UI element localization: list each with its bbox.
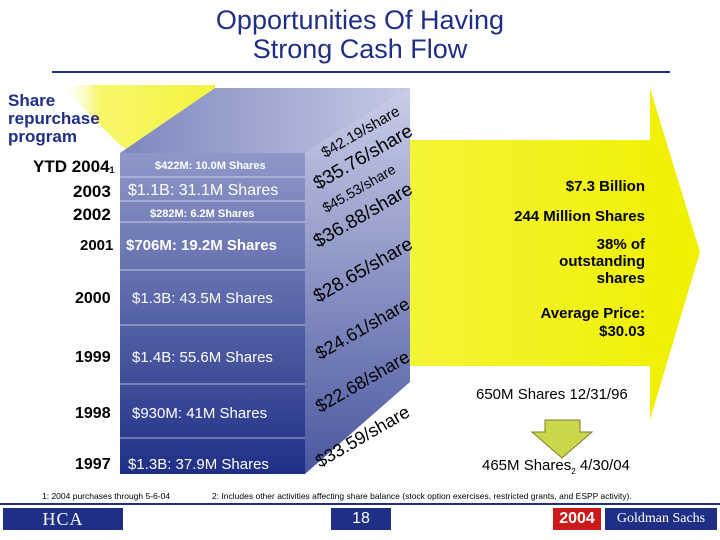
page-title-line-2: Strong Cash Flow [252, 34, 468, 64]
year-badge: 2004 [553, 508, 601, 530]
summary-average-price: Average Price: $30.03 [540, 305, 645, 340]
year-2000: 2000 [75, 290, 111, 307]
row-text-1998: $930M: 41M Shares [132, 405, 268, 422]
year-2002: 2002 [73, 205, 111, 224]
tower-side-face [305, 88, 410, 474]
summary-shares: 244 Million Shares [514, 208, 645, 225]
row-text-2001: $706M: 19.2M Shares [126, 237, 277, 254]
shares-1996: 650M Shares 12/31/96 [476, 386, 628, 403]
year-2001: 2001 [80, 237, 114, 254]
tower-graphic: $42.19/share $35.76/share $45.53/share $… [60, 85, 700, 474]
row-text-2003: $1.1B: 31.1M Shares [128, 182, 279, 199]
row-text-2004: $422M: 10.0M Shares [155, 160, 266, 172]
row-text-1997: $1.3B: 37.9M Shares [128, 456, 269, 473]
hca-logo: HCA [3, 508, 123, 530]
year-1997: 1997 [75, 456, 111, 473]
row-text-1999: $1.4B: 55.6M Shares [132, 349, 273, 366]
tower-top-face [120, 88, 410, 153]
tower-front-face [120, 153, 305, 474]
year-1998: 1998 [75, 405, 111, 422]
year-ytd-2004: YTD 20041 [33, 157, 115, 176]
summary-percent: 38% of outstanding shares [559, 236, 645, 287]
page-number: 18 [331, 508, 391, 530]
title-divider [52, 71, 670, 73]
shares-2004: 465M Shares2 4/30/04 [482, 457, 630, 476]
year-1999: 1999 [75, 349, 111, 366]
down-arrow [530, 419, 594, 459]
footer-divider [0, 503, 720, 505]
row-text-2000: $1.3B: 43.5M Shares [132, 290, 273, 307]
summary-total: $7.3 Billion [565, 178, 645, 195]
share-repurchase-label: Share repurchase program [8, 91, 100, 146]
footnote-1: 1: 2004 purchases through 5-6-04 [42, 491, 171, 501]
goldman-sachs-logo: Goldman Sachs [605, 508, 717, 530]
footnote-2: 2: Includes other activities affecting s… [212, 491, 632, 501]
year-2003: 2003 [73, 182, 111, 201]
page-title-line-1: Opportunities Of Having [215, 5, 505, 35]
row-text-2002: $282M: 6.2M Shares [150, 208, 255, 220]
